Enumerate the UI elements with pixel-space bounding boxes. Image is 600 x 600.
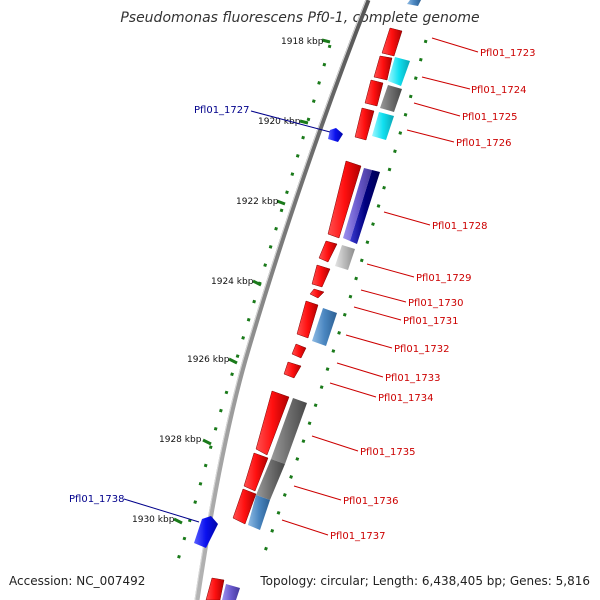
gene-1723-red[interactable] xyxy=(381,27,403,57)
tick-label-1926: 1926 kbp xyxy=(187,355,230,365)
gene-1724-category[interactable] xyxy=(388,57,410,86)
gene-1736-red[interactable] xyxy=(243,452,269,492)
gene-1730-red[interactable] xyxy=(311,264,331,288)
outer-dotted-track xyxy=(176,39,428,561)
gene-label-1731[interactable]: Pfl01_1731 xyxy=(403,316,459,327)
gene-label-1724[interactable]: Pfl01_1724 xyxy=(471,85,527,96)
gene-label-1738[interactable]: Pfl01_1738 xyxy=(69,494,125,505)
gene-1727-blue[interactable] xyxy=(328,128,343,142)
gene-1736-category[interactable] xyxy=(256,459,285,500)
red-gene-track[interactable] xyxy=(205,27,403,600)
gene-1738-blue[interactable] xyxy=(194,516,218,548)
tick-label-1930: 1930 kbp xyxy=(132,515,175,525)
map-title: Pseudomonas fluorescens Pf0-1, complete … xyxy=(120,10,480,26)
gene-1724-red[interactable] xyxy=(373,55,393,81)
gene-label-1734[interactable]: Pfl01_1734 xyxy=(378,393,434,404)
gene-label-1727[interactable]: Pfl01_1727 xyxy=(194,105,250,116)
gene-1725-red[interactable] xyxy=(364,79,384,107)
gene-1728-red[interactable] xyxy=(327,160,362,239)
tick-label-1928: 1928 kbp xyxy=(159,435,202,445)
gene-label-1737[interactable]: Pfl01_1737 xyxy=(330,531,386,542)
gene-1729-category[interactable] xyxy=(335,245,355,270)
tick-marks xyxy=(173,38,331,525)
gene-1735-category[interactable] xyxy=(271,398,307,464)
genome-summary-text: Topology: circular; Length: 6,438,405 bp… xyxy=(260,574,590,588)
gene-1737-category[interactable] xyxy=(248,495,270,530)
gene-1732-category[interactable] xyxy=(312,308,337,346)
gene-1734-red[interactable] xyxy=(283,361,302,379)
tick-label-1924: 1924 kbp xyxy=(211,277,254,287)
gene-1732-red[interactable] xyxy=(296,300,319,339)
gene-1725-category[interactable] xyxy=(380,85,402,112)
gene-1729-red[interactable] xyxy=(318,240,338,263)
gene-1726-category[interactable] xyxy=(372,112,394,140)
gene-label-1728[interactable]: Pfl01_1728 xyxy=(432,221,488,232)
gene-label-1730[interactable]: Pfl01_1730 xyxy=(408,298,464,309)
gene-1733-red[interactable] xyxy=(291,343,307,359)
gene-1737-red[interactable] xyxy=(232,488,257,525)
reverse-strand-genes[interactable] xyxy=(194,128,343,548)
accession-text: Accession: NC_007492 xyxy=(9,574,146,588)
genome-backbone-highlight xyxy=(194,0,367,600)
gene-1728-category-slate[interactable] xyxy=(343,168,372,241)
gene-label-1732[interactable]: Pfl01_1732 xyxy=(394,344,450,355)
tick-label-1918: 1918 kbp xyxy=(281,37,324,47)
gene-label-1723[interactable]: Pfl01_1723 xyxy=(480,48,536,59)
callout-lines-right xyxy=(281,37,479,536)
gene-labels-right: Pfl01_1723 Pfl01_1724 Pfl01_1725 Pfl01_1… xyxy=(330,48,536,542)
gene-label-1725[interactable]: Pfl01_1725 xyxy=(462,112,518,123)
gene-label-1726[interactable]: Pfl01_1726 xyxy=(456,138,512,149)
category-track[interactable] xyxy=(222,0,421,600)
gene-1728-category-navy[interactable] xyxy=(350,170,380,244)
gene-1726-red[interactable] xyxy=(354,107,375,141)
callout-lines-left xyxy=(123,110,331,523)
tick-label-1922: 1922 kbp xyxy=(236,197,279,207)
gene-1723-category[interactable] xyxy=(407,0,421,6)
gene-label-1736[interactable]: Pfl01_1736 xyxy=(343,496,399,507)
gene-1735-red[interactable] xyxy=(255,390,290,456)
genome-backbone xyxy=(194,0,371,600)
gene-1731-red[interactable] xyxy=(309,288,325,299)
gene-bottom-category[interactable] xyxy=(222,584,240,600)
tick-label-1920: 1920 kbp xyxy=(258,117,301,127)
gene-label-1729[interactable]: Pfl01_1729 xyxy=(416,273,472,284)
gene-label-1735[interactable]: Pfl01_1735 xyxy=(360,447,416,458)
gene-labels-left: Pfl01_1727 Pfl01_1738 xyxy=(69,105,250,505)
gene-label-1733[interactable]: Pfl01_1733 xyxy=(385,373,441,384)
gene-bottom-red[interactable] xyxy=(205,577,225,600)
